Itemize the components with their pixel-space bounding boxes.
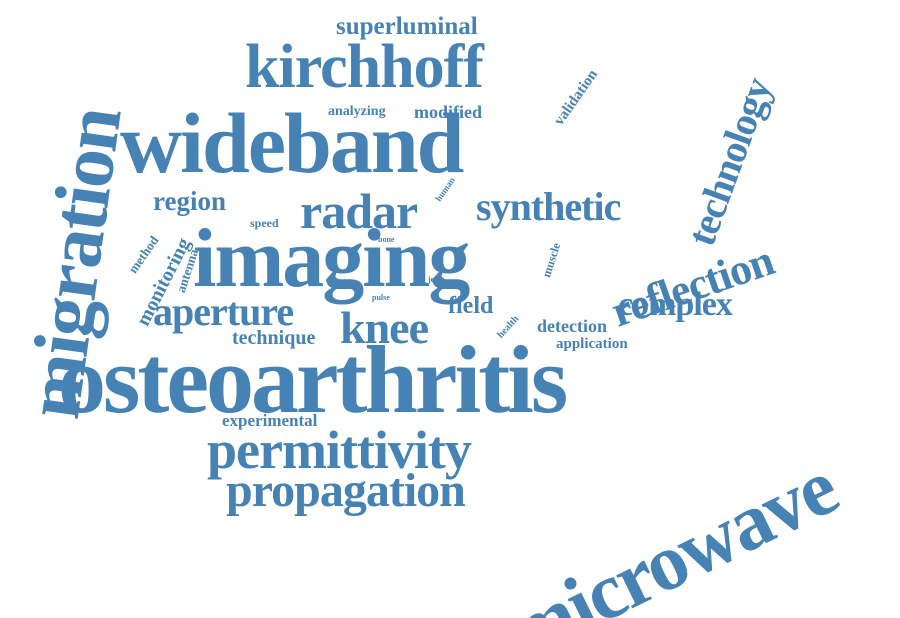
word-speed: speed [250, 216, 279, 230]
word-superluminal: superluminal [336, 13, 478, 40]
word-radar: radar [300, 183, 418, 239]
word-region: region [153, 186, 226, 216]
word-kirchhoff: kirchhoff [245, 33, 484, 101]
word-permittivity: permittivity [207, 420, 472, 480]
word-modified: modified [414, 102, 483, 122]
word-aperture: aperture [153, 289, 294, 334]
word-experimental: experimental [222, 411, 318, 430]
word-joint: joint [428, 275, 444, 284]
word-application: application [556, 336, 628, 352]
word-bone: bone [378, 235, 395, 244]
word-analyzing: analyzing [328, 104, 386, 119]
word-validation: validation [551, 66, 602, 129]
word-osteoarthritis: osteoarthritis [58, 326, 568, 433]
word-pulse: pulse [372, 293, 390, 302]
word-complex: complex [618, 286, 733, 323]
word-synthetic: synthetic [476, 184, 621, 229]
word-wideband: wideband [120, 95, 464, 191]
word-field: field [448, 293, 494, 319]
word-muscle: muscle [539, 241, 564, 280]
word-imaging: imaging [193, 212, 470, 305]
word-detection: detection [537, 316, 607, 336]
word-propagation: propagation [226, 464, 466, 517]
word-method: method [125, 233, 162, 277]
word-technology: technology [678, 72, 781, 252]
word-microwave: microwave [493, 443, 850, 618]
word-technique: technique [232, 327, 316, 349]
word-knee: knee [340, 302, 429, 353]
